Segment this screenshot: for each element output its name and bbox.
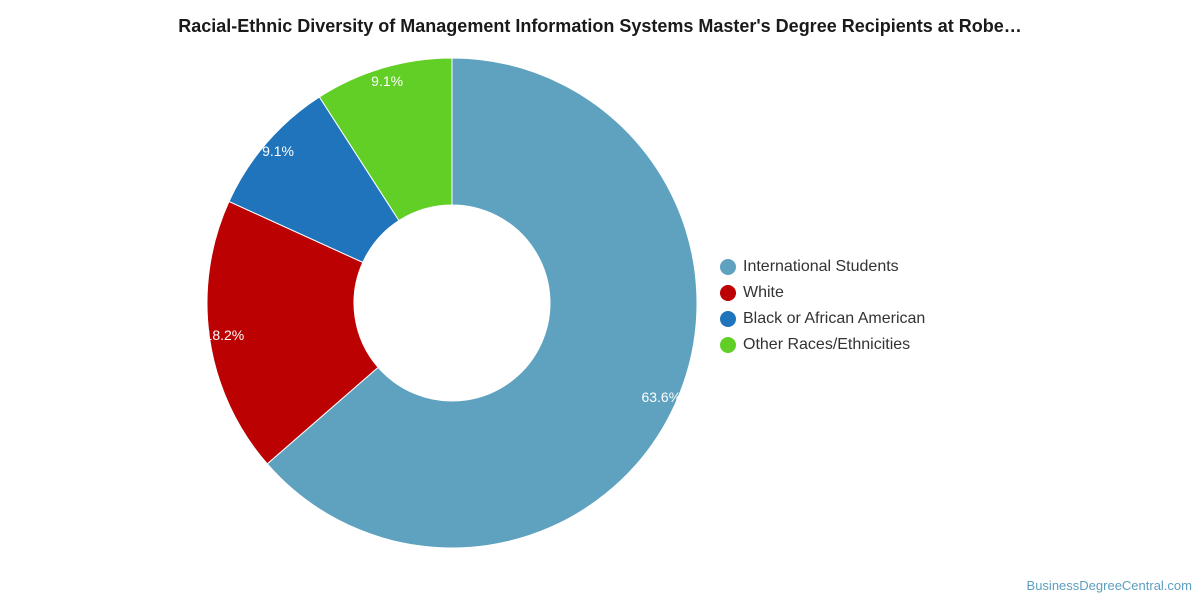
legend-item-black-or-african-american[interactable]: Black or African American [720, 306, 925, 332]
legend-swatch [720, 311, 736, 327]
legend-item-other-races-ethnicities[interactable]: Other Races/Ethnicities [720, 332, 925, 358]
chart-title: Racial-Ethnic Diversity of Management In… [178, 16, 1022, 36]
watermark-link[interactable]: BusinessDegreeCentral.com [1026, 578, 1192, 593]
legend-swatch [720, 285, 736, 301]
slice-value-label: 18.2% [205, 327, 245, 343]
legend-label: White [743, 284, 784, 301]
slice-value-label: 63.6% [641, 389, 681, 405]
donut-slice-international-students[interactable] [266, 57, 698, 549]
legend: International Students White Black or Af… [720, 254, 925, 358]
slice-value-label: 9.1% [262, 143, 294, 159]
legend-label: Black or African American [743, 310, 926, 327]
donut-slice-white[interactable] [206, 200, 379, 465]
legend-swatch [720, 259, 736, 275]
legend-item-international-students[interactable]: International Students [720, 254, 925, 280]
donut-slice-other-races-ethnicities[interactable] [318, 57, 453, 222]
legend-label: Other Races/Ethnicities [743, 336, 911, 353]
legend-label: International Students [743, 258, 899, 275]
slice-value-label: 9.1% [371, 73, 403, 89]
legend-item-white[interactable]: White [720, 280, 925, 306]
legend-swatch [720, 337, 736, 353]
